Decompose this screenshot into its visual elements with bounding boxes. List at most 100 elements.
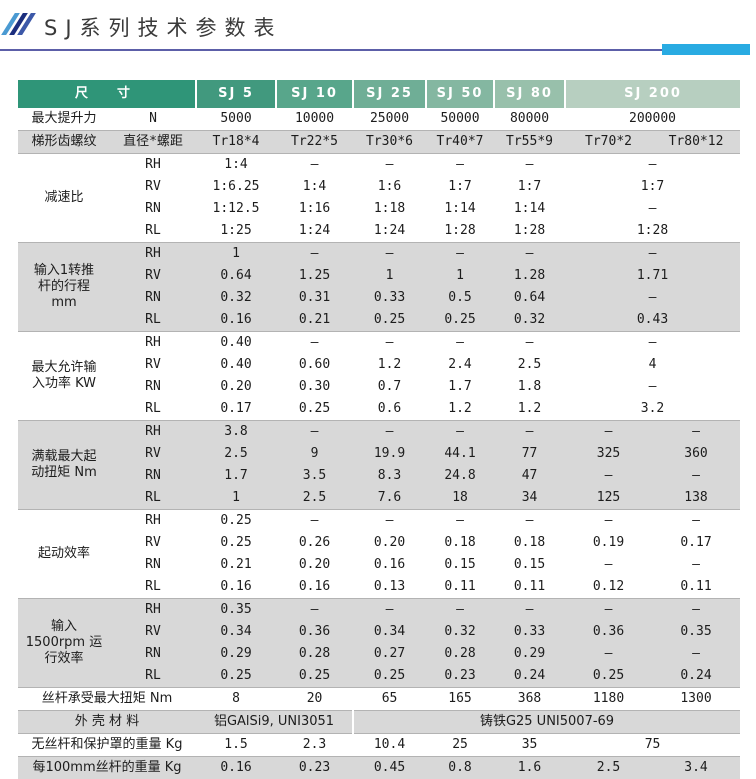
sub-row-label: RN — [110, 465, 196, 487]
data-cell: – — [494, 421, 565, 444]
data-cell: 1 — [196, 243, 276, 266]
sub-row-label: RH — [110, 243, 196, 266]
data-cell: – — [353, 332, 426, 355]
data-cell: 0.25 — [276, 665, 353, 688]
data-cell: 47 — [494, 465, 565, 487]
data-cell: 0.31 — [276, 287, 353, 309]
sub-row-label: RL — [110, 487, 196, 510]
column-header: SJ 10 — [276, 80, 353, 108]
data-cell: 0.16 — [196, 576, 276, 599]
data-cell: 1:24 — [276, 220, 353, 243]
data-cell: 0.40 — [196, 332, 276, 355]
data-cell: 1.2 — [494, 398, 565, 421]
sub-row-label: RV — [110, 532, 196, 554]
data-cell: 3.5 — [276, 465, 353, 487]
data-cell: 8 — [196, 688, 276, 711]
sub-row-label: RN — [110, 554, 196, 576]
data-cell: 1 — [426, 265, 494, 287]
data-cell: – — [565, 643, 652, 665]
data-cell: 0.24 — [494, 665, 565, 688]
data-cell: 0.25 — [353, 309, 426, 332]
data-cell: 0.21 — [196, 554, 276, 576]
data-cell: 9 — [276, 443, 353, 465]
sub-row-label: RN — [110, 198, 196, 220]
sub-row-label: RH — [110, 510, 196, 533]
data-cell: 368 — [494, 688, 565, 711]
data-cell: 8.3 — [353, 465, 426, 487]
data-cell: 1:14 — [426, 198, 494, 220]
data-cell: 1:4 — [196, 154, 276, 177]
sub-row-label: RV — [110, 621, 196, 643]
data-cell: 0.25 — [196, 532, 276, 554]
sub-row-label: RL — [110, 220, 196, 243]
data-cell: 0.20 — [276, 554, 353, 576]
data-cell: 0.5 — [426, 287, 494, 309]
data-cell: 0.36 — [565, 621, 652, 643]
data-cell: – — [276, 154, 353, 177]
data-cell: 0.17 — [652, 532, 740, 554]
data-cell: 0.28 — [276, 643, 353, 665]
data-cell: 10000 — [276, 108, 353, 131]
data-cell: 0.40 — [196, 354, 276, 376]
data-cell: 10.4 — [353, 734, 426, 757]
data-cell: 1.7 — [196, 465, 276, 487]
title-underline — [0, 44, 756, 58]
data-cell: 0.11 — [426, 576, 494, 599]
data-cell: – — [426, 154, 494, 177]
data-cell: 0.35 — [652, 621, 740, 643]
data-cell: 1:4 — [276, 176, 353, 198]
data-cell: Tr22*5 — [276, 131, 353, 154]
data-cell: 0.16 — [276, 576, 353, 599]
data-cell: 0.18 — [494, 532, 565, 554]
data-cell: – — [565, 376, 740, 398]
data-cell: 3.8 — [196, 421, 276, 444]
data-cell: 1:28 — [426, 220, 494, 243]
data-cell: 1.2 — [353, 354, 426, 376]
data-cell: 1:28 — [565, 220, 740, 243]
data-cell: – — [426, 332, 494, 355]
data-cell: 360 — [652, 443, 740, 465]
data-cell: 138 — [652, 487, 740, 510]
data-cell: 20 — [276, 688, 353, 711]
column-header: 尺 寸 — [18, 80, 196, 108]
data-cell: 0.29 — [196, 643, 276, 665]
sub-row-label: RH — [110, 421, 196, 444]
data-cell: – — [276, 599, 353, 622]
data-cell: 0.23 — [426, 665, 494, 688]
data-cell: 200000 — [565, 108, 740, 131]
cyan-corner-tab — [662, 44, 750, 55]
data-cell: – — [426, 243, 494, 266]
data-cell: – — [353, 243, 426, 266]
row-label: 最大提升力 — [18, 108, 110, 131]
data-cell: 1.28 — [494, 265, 565, 287]
column-header: SJ 80 — [494, 80, 565, 108]
column-header: SJ 200 — [565, 80, 740, 108]
data-cell: 0.21 — [276, 309, 353, 332]
data-cell: 0.34 — [353, 621, 426, 643]
data-cell: 2.3 — [276, 734, 353, 757]
data-cell: 25 — [426, 734, 494, 757]
data-cell: 2.5 — [494, 354, 565, 376]
data-cell: – — [426, 421, 494, 444]
data-cell: 1300 — [652, 688, 740, 711]
data-cell: 1:18 — [353, 198, 426, 220]
data-cell: 0.60 — [276, 354, 353, 376]
data-cell: 1:28 — [494, 220, 565, 243]
data-cell: 1:12.5 — [196, 198, 276, 220]
data-cell: – — [565, 599, 652, 622]
data-cell: 25000 — [353, 108, 426, 131]
data-cell: 0.11 — [494, 576, 565, 599]
title-bar: SJ系列技术参数表 — [0, 0, 756, 44]
data-cell: 1:16 — [276, 198, 353, 220]
data-cell: 0.64 — [494, 287, 565, 309]
data-cell: 0.28 — [426, 643, 494, 665]
sub-row-label: RH — [110, 599, 196, 622]
